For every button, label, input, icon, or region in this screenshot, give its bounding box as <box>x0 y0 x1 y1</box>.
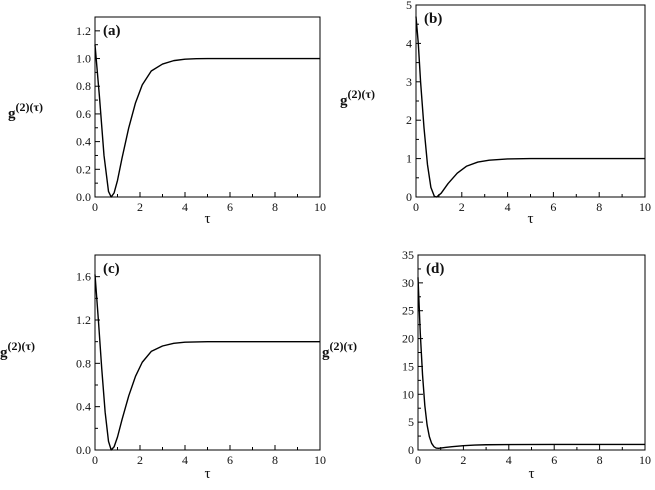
x-tick-label: 10 <box>314 453 326 467</box>
x-tick-label: 10 <box>639 453 651 467</box>
x-tick-label: 4 <box>506 453 512 467</box>
y-axis-label-arg: (τ) <box>362 87 376 101</box>
x-axis-label: τ <box>204 211 210 227</box>
x-axis-label: τ <box>204 466 210 482</box>
y-axis-label: g(2)(τ) <box>322 339 357 361</box>
y-axis-label-base: g <box>0 345 8 361</box>
y-tick-label: 0.6 <box>76 107 91 121</box>
panel-0: 0 2 4 6 8 10 0.0 0.2 0.4 0.6 0.8 1.0 1.2 τ g(2)(τ) (a) <box>8 16 326 227</box>
y-axis-label-arg: (τ) <box>344 339 358 353</box>
x-tick-label: 4 <box>505 200 511 214</box>
y-axis-label-sup: (2) <box>330 339 344 353</box>
x-tick-label: 10 <box>639 200 651 214</box>
panel-1: 0 2 4 6 8 10 0 1 2 3 4 5 τ g(2)(τ) (b) <box>340 0 651 227</box>
y-axis-label-sup: (2) <box>348 87 362 101</box>
y-tick-label: 0 <box>406 190 412 204</box>
plot-frame <box>94 16 321 198</box>
y-tick-label: 0.2 <box>76 162 91 176</box>
y-tick-label: 0.8 <box>76 356 91 370</box>
x-tick-label: 0 <box>413 200 419 214</box>
series-line <box>415 16 645 198</box>
panel-label: (c) <box>103 261 120 277</box>
y-axis-label-base: g <box>8 106 16 122</box>
y-tick-label: 0.0 <box>76 443 91 457</box>
y-tick-label: 5 <box>408 415 414 429</box>
x-tick-label: 8 <box>597 453 603 467</box>
x-tick-label: 6 <box>227 453 233 467</box>
x-tick-label: 0 <box>92 453 98 467</box>
y-axis-label: g(2)(τ) <box>0 339 35 361</box>
panel-3: 0 2 4 6 8 10 0 5 10 15 20 25 30 35 τ g(2)(τ) (d) <box>322 248 651 482</box>
x-axis-label: τ <box>528 466 534 482</box>
y-axis-label: g(2)(τ) <box>8 100 43 122</box>
x-tick-label: 0 <box>415 453 421 467</box>
x-tick-label: 6 <box>227 200 233 214</box>
y-tick-label: 15 <box>402 359 414 373</box>
y-tick-label: 0.8 <box>76 79 91 93</box>
panel-2: 0 2 4 6 8 10 0.0 0.4 0.8 1.2 1.6 τ g(2)(τ) (c) <box>0 254 326 482</box>
y-tick-label: 1.0 <box>76 52 91 66</box>
x-tick-label: 2 <box>460 453 466 467</box>
x-tick-label: 2 <box>137 200 143 214</box>
panel-label: (b) <box>424 11 442 27</box>
y-tick-label: 1 <box>406 152 412 166</box>
x-tick-label: 4 <box>182 453 188 467</box>
y-tick-label: 25 <box>402 304 414 318</box>
y-tick-label: 1.2 <box>76 313 91 327</box>
x-tick-label: 8 <box>596 200 602 214</box>
x-tick-label: 0 <box>92 200 98 214</box>
y-tick-label: 0.4 <box>76 135 91 149</box>
y-tick-label: 30 <box>402 276 414 290</box>
panel-label: (a) <box>103 23 121 39</box>
plot-frame <box>415 4 646 198</box>
y-tick-label: 20 <box>402 332 414 346</box>
x-tick-label: 2 <box>137 453 143 467</box>
x-tick-label: 8 <box>272 453 278 467</box>
y-tick-label: 3 <box>406 75 412 89</box>
panel-label: (d) <box>426 261 444 277</box>
x-tick-label: 4 <box>182 200 188 214</box>
y-tick-label: 5 <box>406 0 412 12</box>
x-tick-label: 10 <box>314 200 326 214</box>
x-tick-label: 8 <box>272 200 278 214</box>
x-tick-label: 6 <box>551 453 557 467</box>
y-tick-label: 0 <box>408 443 414 457</box>
series-line <box>417 277 645 450</box>
y-axis-label-sup: (2) <box>8 339 22 353</box>
x-axis-label: τ <box>527 211 533 227</box>
y-axis-label-base: g <box>322 345 330 361</box>
y-tick-label: 4 <box>406 36 412 50</box>
y-axis-label-arg: (τ) <box>30 100 44 114</box>
series-line <box>94 44 320 198</box>
plot-frame <box>94 254 321 451</box>
y-axis-label-arg: (τ) <box>22 339 36 353</box>
y-tick-label: 2 <box>406 113 412 127</box>
y-tick-label: 10 <box>402 387 414 401</box>
y-tick-label: 1.2 <box>76 24 91 38</box>
y-tick-label: 0.4 <box>76 400 91 414</box>
y-axis-label-base: g <box>340 93 348 109</box>
y-tick-label: 1.6 <box>76 270 91 284</box>
x-tick-label: 2 <box>459 200 465 214</box>
plot-frame <box>417 254 646 451</box>
y-axis-label-sup: (2) <box>16 100 30 114</box>
x-tick-label: 6 <box>550 200 556 214</box>
series-line <box>94 274 320 451</box>
y-tick-label: 0.0 <box>76 190 91 204</box>
y-axis-label: g(2)(τ) <box>340 87 375 109</box>
y-tick-label: 35 <box>402 248 414 262</box>
